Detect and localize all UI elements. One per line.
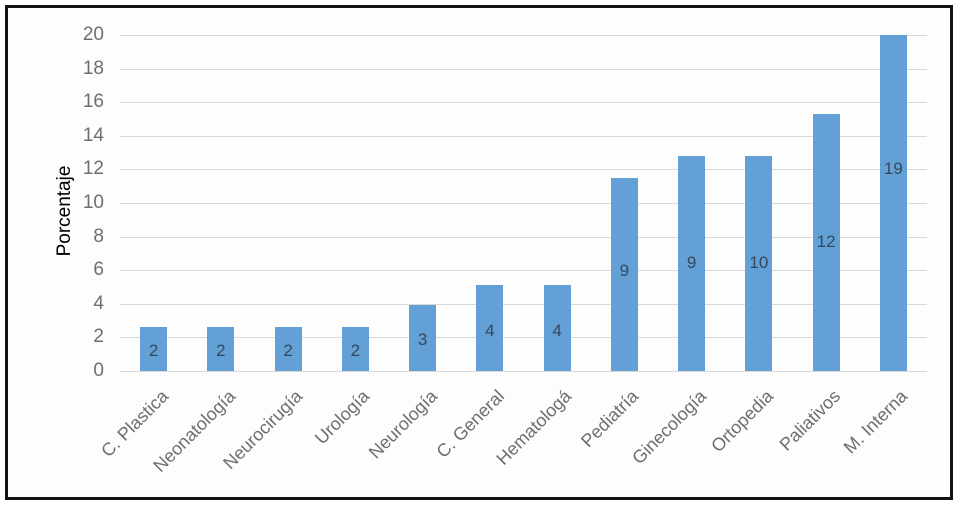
x-category-label: Paliativos	[775, 386, 845, 455]
x-category-label: Urología	[311, 386, 374, 449]
y-tick-label: 6	[93, 259, 104, 281]
gridline	[120, 35, 927, 36]
gridline	[120, 102, 927, 104]
gridline	[120, 303, 927, 305]
bar-9: 9	[678, 155, 706, 371]
x-category-label: Ortopedia	[706, 386, 778, 457]
bar-value-label: 2	[350, 340, 361, 360]
gridline	[120, 236, 927, 238]
y-tick-label: 2	[93, 326, 104, 348]
y-tick-label: 12	[82, 158, 104, 180]
bar-value-label: 2	[283, 340, 293, 360]
y-tick-label: 18	[82, 57, 104, 79]
bar-value-label: 3	[417, 329, 428, 349]
bar-value-label: 10	[749, 253, 769, 273]
x-category-label: Pediatría	[577, 386, 643, 452]
gridline	[120, 135, 927, 137]
bar-5: 3	[409, 305, 437, 371]
chart-frame: Porcentaje 0 2 4 6 8 10 12 14 16 18 20 2 C. Plastica…	[5, 5, 953, 500]
bar-value-label: 12	[816, 232, 836, 252]
bar-value-label: 4	[552, 320, 562, 340]
y-tick-label: 14	[82, 124, 104, 146]
bar-7: 4	[543, 285, 571, 371]
bar-8: 9	[610, 177, 638, 371]
bar-11: 12	[812, 113, 840, 371]
y-tick-label: 8	[93, 225, 104, 247]
gridline	[120, 270, 927, 272]
x-category-label: Neurología	[364, 386, 441, 463]
y-tick-label: 0	[93, 360, 104, 381]
bar-4: 2	[341, 327, 369, 371]
bar-value-label: 2	[148, 340, 159, 360]
bar-value-label: 19	[883, 159, 903, 179]
y-tick-label: 4	[93, 292, 104, 314]
bar-3: 2	[274, 327, 302, 371]
y-tick-label: 10	[82, 192, 104, 213]
bar-value-label: 9	[619, 260, 630, 280]
gridline	[120, 203, 927, 204]
gridline	[120, 169, 927, 171]
gridline	[120, 371, 927, 372]
x-category-label: M. Interna	[840, 386, 912, 458]
bar-value-label: 9	[686, 253, 697, 273]
bar-value-label: 4	[485, 320, 495, 340]
bar-6: 4	[476, 285, 504, 371]
bar-value-label: 2	[216, 340, 226, 360]
bar-12: 19	[879, 35, 907, 371]
gridline	[120, 68, 927, 70]
y-tick-label: 16	[82, 91, 104, 113]
gridline	[120, 337, 927, 339]
bar-1: 2	[140, 327, 168, 371]
bar-10: 10	[745, 155, 773, 371]
bar-2: 2	[207, 327, 235, 371]
y-tick-label: 20	[82, 24, 104, 45]
